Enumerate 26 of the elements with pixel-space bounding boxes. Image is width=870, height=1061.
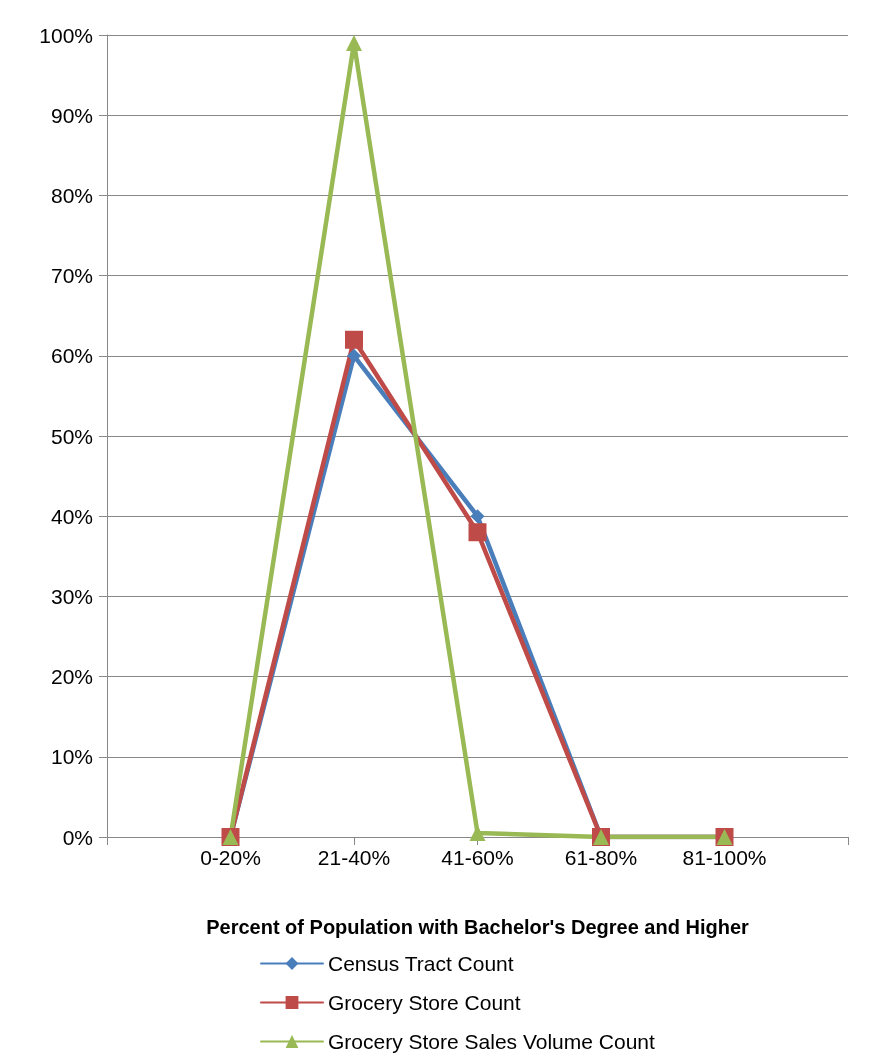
y-tick-label: 50%	[50, 424, 93, 448]
y-tick-label: 80%	[50, 183, 93, 207]
x-tick-label: 81-100%	[682, 846, 767, 869]
x-tick-label: 0-20%	[200, 846, 261, 869]
x-tick-label: 21-40%	[317, 846, 391, 869]
y-tick-label: 60%	[50, 344, 93, 368]
x-tick-label: 61-80%	[564, 846, 638, 869]
y-tick-label: 40%	[50, 504, 93, 528]
point	[469, 824, 486, 841]
x-tick-label: 41-60%	[441, 846, 514, 869]
y-tick-label: 0%	[62, 825, 93, 849]
point	[468, 523, 487, 542]
legend-label: Census Tract Count	[328, 952, 514, 975]
legend-label: Grocery Store Sales Volume Count	[328, 1030, 655, 1053]
point	[345, 330, 363, 349]
y-tick-label: 100%	[39, 23, 93, 47]
point	[470, 509, 485, 524]
y-tick-label: 90%	[50, 103, 93, 127]
y-tick-label: 30%	[50, 584, 93, 608]
y-tick-label: 10%	[50, 745, 93, 769]
legend-label: Grocery Store Count	[328, 991, 521, 1014]
y-tick-label: 70%	[50, 264, 93, 288]
point	[347, 348, 361, 363]
x-axis-title: Percent of Population with Bachelor's Degree and Higher	[206, 916, 750, 938]
y-tick-label: 20%	[50, 665, 93, 689]
point	[346, 35, 362, 52]
